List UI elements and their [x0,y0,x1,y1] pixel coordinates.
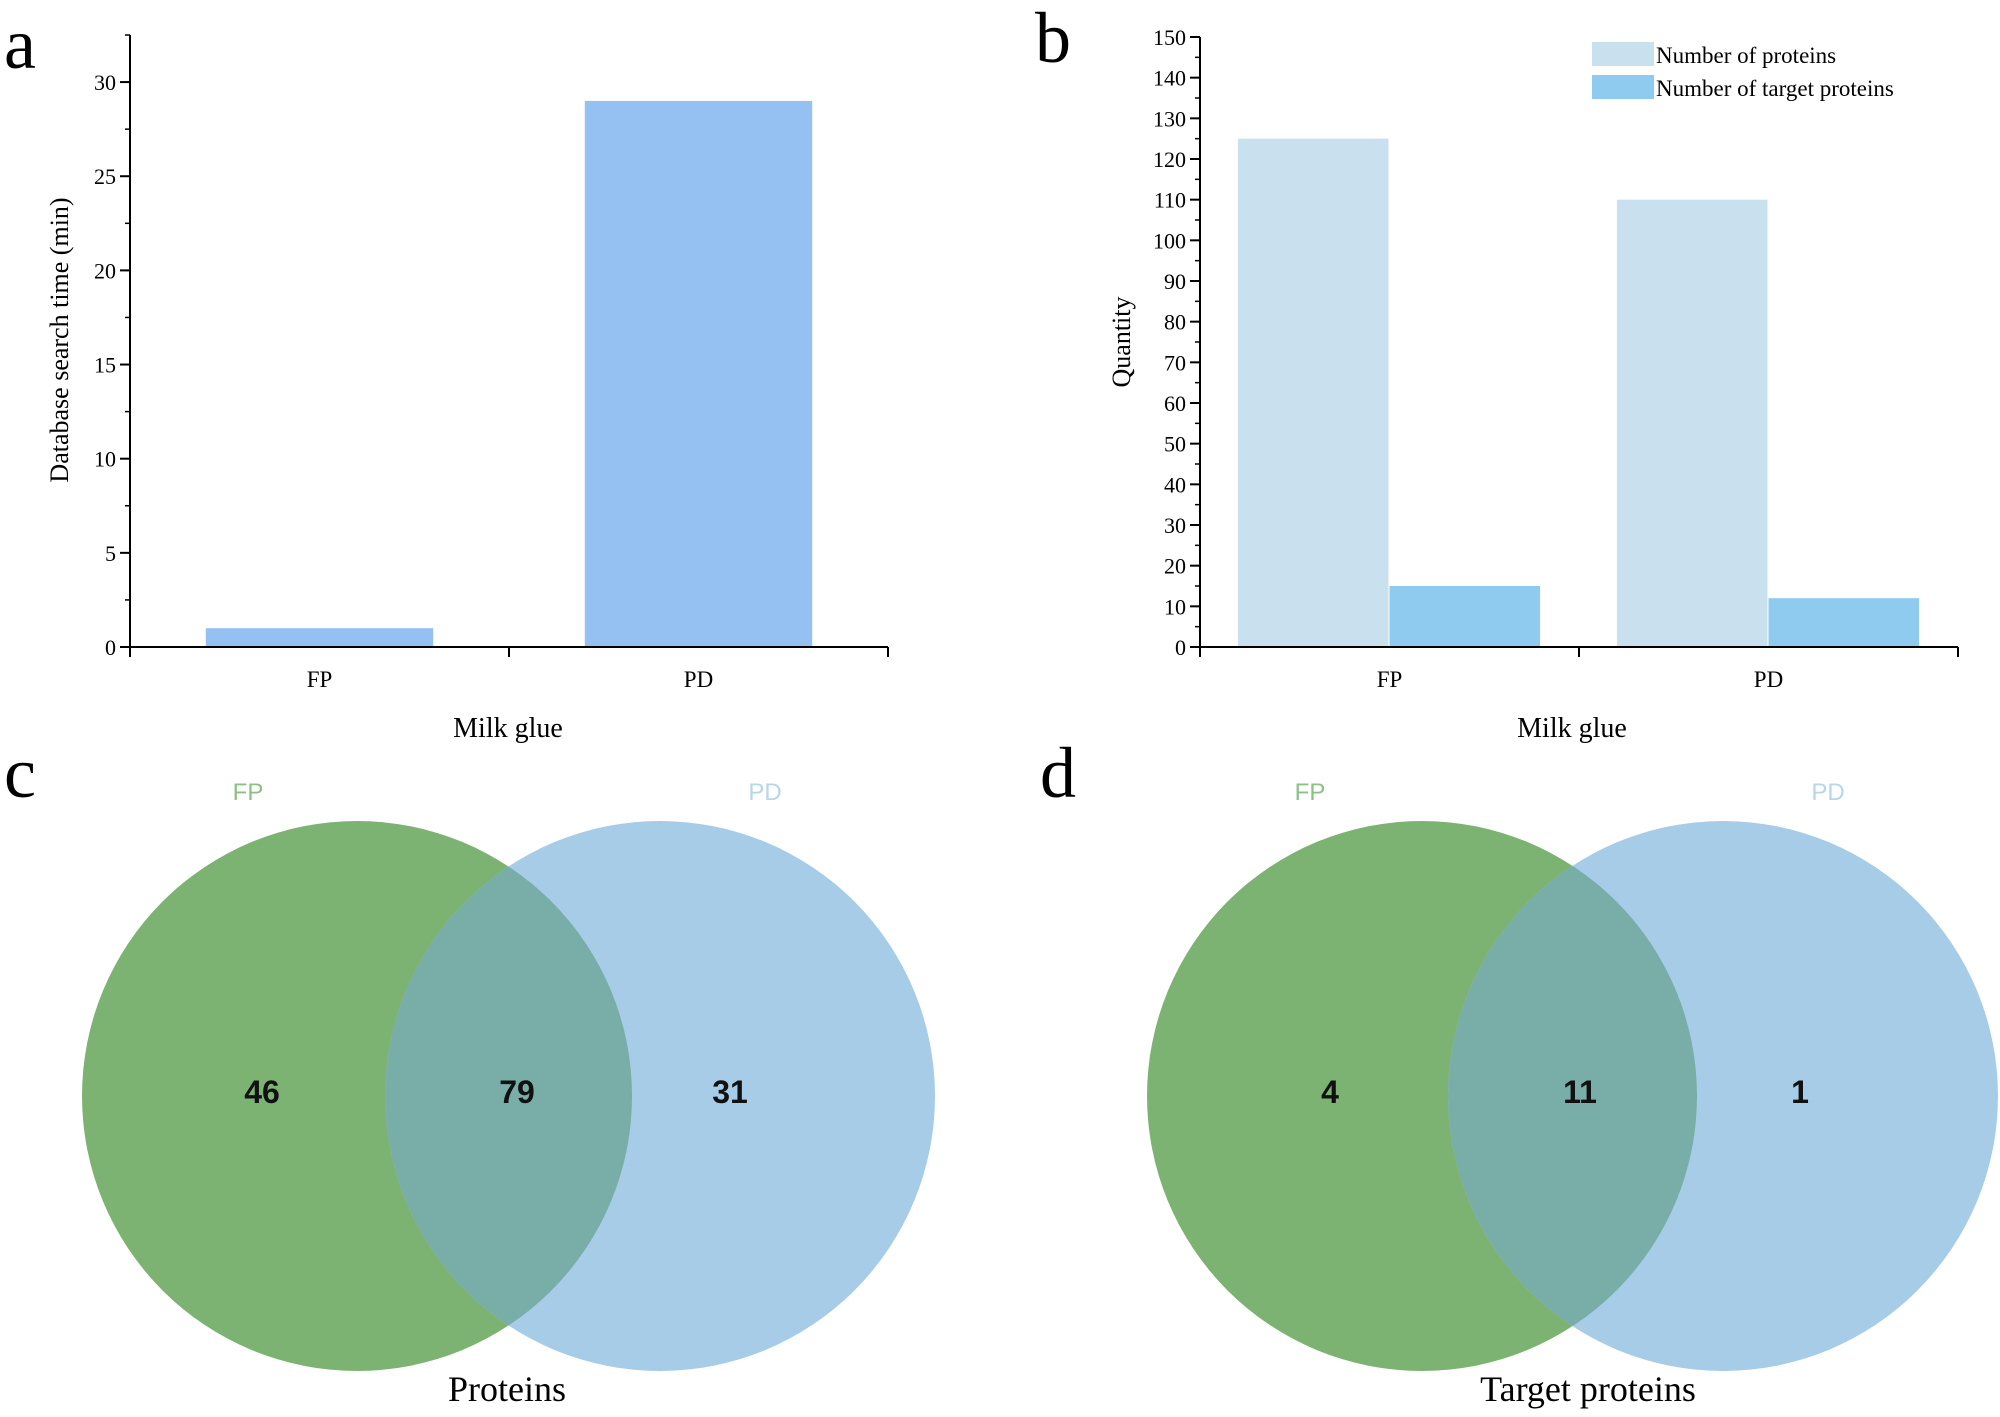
venn-c-set-label-fp: FP [233,779,264,806]
x-tick-label-pd: PD [684,667,713,692]
y-tick-label: 10 [94,447,116,472]
y-tick-label: 110 [1154,188,1186,213]
venn-c-set-label-pd: PD [748,779,781,806]
y-tick-label: 5 [105,541,116,566]
y-tick-label: 0 [1175,635,1186,660]
y-tick-label: 140 [1153,66,1186,91]
x-tick-label-pd: PD [1754,667,1783,692]
venn-c-title: Proteins [448,1369,566,1409]
bar-pd [584,100,813,647]
y-tick-label: 20 [1164,554,1186,579]
y-tick-label: 30 [94,70,116,95]
y-tick-label: 120 [1153,147,1186,172]
x-tick-label-fp: FP [1377,667,1403,692]
y-tick-label: 50 [1164,432,1186,457]
y-tick-label: 30 [1164,513,1186,538]
panel-letter-c: c [4,733,36,813]
bar-pd-number-of-proteins [1616,199,1768,647]
panel-letter-d: d [1040,733,1076,813]
panel-c-venn-diagram: FP PD 46 79 31 Proteins [82,779,935,1409]
panel-letter-a: a [4,4,36,84]
bar-fp-number-of-proteins [1237,138,1389,647]
y-tick-label: 0 [105,635,116,660]
bar-fp [205,628,434,647]
legend-swatch-proteins [1592,42,1654,66]
chart-b-legend: Number of proteins Number of target prot… [1592,42,1894,101]
chart-a-x-axis-label: Milk glue [453,713,563,744]
y-tick-label: 70 [1164,350,1186,375]
venn-c-count-both: 79 [499,1074,535,1110]
venn-d-title: Target proteins [1480,1369,1696,1409]
y-tick-label: 100 [1153,228,1186,253]
legend-label-proteins: Number of proteins [1656,43,1836,68]
y-tick-label: 20 [94,258,116,283]
chart-b-x-axis-label: Milk glue [1517,713,1627,744]
panel-b-bar-chart: 0 10 20 30 40 50 60 70 80 90 100 110 120 130 140 150 FP… [1107,25,1959,744]
venn-c-overlap [385,821,632,1371]
y-tick-label: 40 [1164,472,1186,497]
venn-d-set-label-fp: FP [1295,779,1326,806]
chart-b-y-axis-label: Quantity [1107,297,1136,388]
y-tick-label: 130 [1153,106,1186,131]
venn-d-overlap [1448,821,1697,1371]
venn-d-set-label-pd: PD [1811,779,1844,806]
y-tick-label: 15 [94,353,116,378]
y-tick-label: 10 [1164,594,1186,619]
y-tick-label: 60 [1164,391,1186,416]
venn-d-count-both: 11 [1563,1074,1597,1110]
panel-letter-b: b [1035,0,1071,78]
venn-d-count-pd-only: 1 [1791,1074,1809,1110]
legend-label-target-proteins: Number of target proteins [1656,76,1894,101]
x-tick-label-fp: FP [307,667,333,692]
panel-a-bar-chart: 0 5 10 15 20 25 30 FP PD Milk glue Database sea… [45,34,889,744]
venn-d-count-fp-only: 4 [1321,1074,1339,1110]
bar-fp-number-of-target-proteins [1389,586,1541,647]
chart-a-y-axis-label: Database search time (min) [45,197,74,482]
y-tick-label: 90 [1164,269,1186,294]
panel-d-venn-diagram: FP PD 4 11 1 Target proteins [1147,779,1998,1409]
bar-pd-number-of-target-proteins [1768,598,1920,647]
y-tick-label: 80 [1164,310,1186,335]
y-tick-label: 25 [94,164,116,189]
venn-c-count-pd-only: 31 [712,1074,748,1110]
venn-c-count-fp-only: 46 [244,1074,280,1110]
legend-swatch-target-proteins [1592,75,1654,99]
y-tick-label: 150 [1153,25,1186,50]
